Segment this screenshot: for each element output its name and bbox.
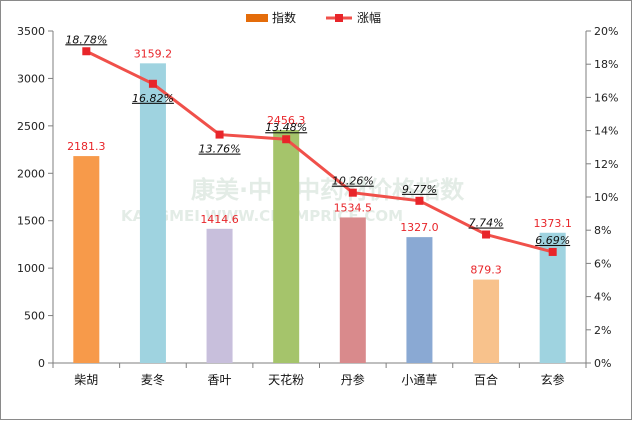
line-marker <box>548 247 557 256</box>
bar <box>406 237 433 363</box>
y-right-tick-label: 16% <box>594 91 618 104</box>
bar-value-label: 3159.2 <box>134 47 173 60</box>
bar-value-label: 879.3 <box>470 264 502 277</box>
bar <box>206 228 233 363</box>
legend: 指数 涨幅 <box>246 10 381 25</box>
legend-line-marker <box>335 14 343 22</box>
bar <box>73 156 100 363</box>
bar <box>339 217 366 363</box>
line-series <box>82 47 557 256</box>
line-value-label: 9.77% <box>402 183 437 196</box>
y-right-tick-label: 2% <box>594 324 611 337</box>
y-left-tick-label: 0 <box>38 357 45 370</box>
y-right-tick-label: 18% <box>594 58 618 71</box>
line-value-label: 10.26% <box>332 175 374 188</box>
x-tick-label: 百合 <box>474 372 498 387</box>
legend-bar-label: 指数 <box>272 10 296 25</box>
line-value-label: 6.69% <box>535 234 570 247</box>
y-right-tick-label: 4% <box>594 291 611 304</box>
growth-line <box>85 49 554 254</box>
x-tick-label: 丹参 <box>341 372 365 387</box>
bar-value-label: 1327.0 <box>400 221 439 234</box>
legend-bar-swatch <box>246 14 268 22</box>
x-tick-label: 香叶 <box>208 373 232 387</box>
line-marker <box>82 47 91 56</box>
watermark: 康美·中国中药材价格指数 KANGMEI WWW.CNKMPRICE.COM <box>121 176 465 225</box>
axes: 0 500 1000 1500 2000 2500 3000 3500 0% 2% 4% 6% 8% 10… <box>17 25 618 387</box>
line-value-label: 13.48% <box>265 121 307 134</box>
y-right-tick-label: 20% <box>594 25 618 38</box>
y-left-tick-label: 3000 <box>17 72 45 85</box>
y-right-tick-label: 10% <box>594 191 618 204</box>
line-value-label: 13.76% <box>199 143 241 156</box>
y-left-tick-label: 500 <box>24 310 45 323</box>
watermark-line2: KANGMEI WWW.CNKMPRICE.COM <box>121 207 403 225</box>
bar <box>139 63 166 364</box>
bar-value-label: 1534.5 <box>334 201 373 214</box>
line-marker <box>215 130 224 139</box>
x-tick-label: 麦冬 <box>141 372 165 387</box>
y-left-tick-label: 1000 <box>17 262 45 275</box>
data-labels: 2181.3 3159.2 1414.6 2456.3 1534.5 1327.0 879.… <box>65 33 572 276</box>
line-value-label: 18.78% <box>65 33 107 46</box>
bar-value-label: 2181.3 <box>67 140 106 153</box>
y-right-tick-label: 14% <box>594 125 618 138</box>
bar-value-label: 1414.6 <box>200 213 239 226</box>
y-right-tick-label: 8% <box>594 224 611 237</box>
bar-value-label: 1373.1 <box>533 217 572 230</box>
line-marker <box>348 188 357 197</box>
y-left-tick-label: 2000 <box>17 167 45 180</box>
y-left-tick-label: 2500 <box>17 120 45 133</box>
x-tick-label: 柴胡 <box>74 373 98 387</box>
line-marker <box>148 79 157 88</box>
y-right-tick-label: 0% <box>594 357 611 370</box>
x-tick-label: 小通草 <box>401 373 437 387</box>
bar-value-label: 2456.3 <box>267 114 306 127</box>
y-left-tick-label: 3500 <box>17 25 45 38</box>
x-tick-label: 玄参 <box>541 372 565 387</box>
bar <box>473 279 500 363</box>
y-right-tick-label: 12% <box>594 158 618 171</box>
line-marker <box>415 196 424 205</box>
line-marker <box>282 135 291 144</box>
x-tick-label: 天花粉 <box>268 372 304 387</box>
line-value-label: 7.74% <box>469 217 504 230</box>
line-marker <box>482 230 491 239</box>
y-right-tick-label: 6% <box>594 257 611 270</box>
legend-line-label: 涨幅 <box>357 10 381 25</box>
bar <box>273 130 300 363</box>
bar-series <box>73 63 566 364</box>
y-left-tick-label: 1500 <box>17 215 45 228</box>
line-value-label: 16.82% <box>132 92 174 105</box>
